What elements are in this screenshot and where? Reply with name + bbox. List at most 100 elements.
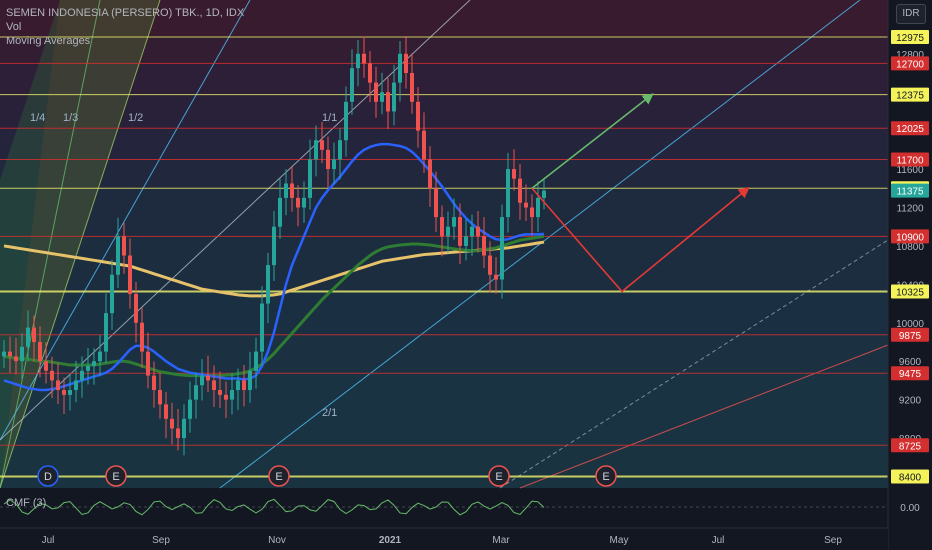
- candle-body: [494, 274, 498, 280]
- gann-fan-line: [0, 0, 251, 441]
- candle-body: [404, 53, 408, 74]
- time-axis[interactable]: Jul Sep Nov 2021 Mar May Jul Sep: [0, 527, 888, 550]
- time-tick-label: Mar: [492, 535, 510, 546]
- time-axis-background: [0, 528, 888, 550]
- moving-averages-legend[interactable]: Moving Averages: [6, 35, 91, 47]
- candlestick-series: [2, 36, 546, 456]
- price-tick-label: 9600: [899, 357, 922, 368]
- candle-body: [38, 341, 42, 362]
- chart-title: SEMEN INDONESIA (PERSERO) TBK., 1D, IDX: [6, 7, 245, 19]
- price-level-label: 12375: [896, 91, 924, 102]
- price-level-badge: [891, 327, 929, 342]
- candle-body: [2, 351, 6, 357]
- candle-body: [290, 183, 294, 198]
- price-level-label: 8400: [899, 472, 922, 483]
- price-level-badge: [891, 183, 929, 198]
- candle-body: [446, 226, 450, 237]
- candle-body: [314, 140, 318, 160]
- candle-body: [530, 207, 534, 218]
- gann-fan-label: 1/3: [63, 112, 78, 124]
- candle-body: [464, 236, 468, 246]
- candle-body: [482, 236, 486, 256]
- volume-legend[interactable]: Vol: [6, 21, 22, 33]
- gann-fan-label: 1/1: [322, 112, 337, 124]
- gann-box-bands: [0, 0, 888, 488]
- candle-body: [332, 159, 336, 170]
- candle-body: [338, 140, 342, 160]
- gann-fan-line: [0, 0, 101, 489]
- candle-body: [236, 380, 240, 391]
- candle-body: [284, 183, 288, 198]
- price-tick-label: 10800: [896, 242, 924, 253]
- price-level-label: 9875: [899, 331, 922, 342]
- event-marker: [105, 465, 127, 487]
- candle-body: [74, 380, 78, 391]
- candle-body: [500, 217, 504, 280]
- candle-body: [398, 53, 402, 83]
- price-tick-label: 12800: [896, 50, 924, 61]
- candle-body: [8, 351, 12, 357]
- candle-body: [68, 390, 72, 395]
- candle-body: [452, 217, 456, 227]
- candle-body: [182, 418, 186, 439]
- candle-body: [104, 313, 108, 352]
- event-marker-label: E: [112, 471, 119, 483]
- time-tick-label: Jul: [42, 535, 55, 546]
- candle-body: [224, 394, 228, 400]
- cmf-value-label: 0.00: [900, 503, 920, 514]
- price-band: [0, 63, 888, 95]
- candle-body: [518, 178, 522, 203]
- price-level-label: 10900: [896, 232, 924, 243]
- candle-body: [512, 169, 516, 179]
- candle-body: [368, 63, 372, 83]
- price-band: [0, 159, 888, 189]
- candle-body: [254, 351, 258, 371]
- gann-fan-line: [519, 344, 889, 489]
- candle-body: [26, 327, 30, 347]
- price-axis[interactable]: 1320012800124001200011600112001080010400…: [887, 0, 932, 550]
- candle-body: [188, 399, 192, 419]
- gann-fan-label: 1/2: [128, 112, 143, 124]
- candle-body: [98, 351, 102, 362]
- event-marker-label: E: [495, 471, 502, 483]
- candle-body: [44, 361, 48, 371]
- cmf-legend[interactable]: CMF (3): [6, 497, 47, 509]
- candle-body: [140, 322, 144, 352]
- candle-body: [296, 197, 300, 208]
- price-band: [0, 291, 888, 335]
- candle-body: [434, 188, 438, 218]
- time-tick-label: Sep: [152, 535, 170, 546]
- candle-body: [92, 361, 96, 366]
- event-marker-label: E: [602, 471, 609, 483]
- price-axis-background: [888, 0, 932, 550]
- currency-badge[interactable]: IDR: [896, 4, 926, 24]
- gann-fan-label: 1/4: [30, 112, 45, 124]
- projection-bear: [531, 186, 750, 293]
- candle-body: [476, 226, 480, 237]
- time-tick-label: Jul: [712, 535, 725, 546]
- candle-body: [146, 351, 150, 376]
- price-band: [0, 445, 888, 477]
- candle-body: [410, 73, 414, 102]
- candle-body: [122, 236, 126, 256]
- cmf-line: [3, 498, 545, 516]
- candle-body: [14, 356, 18, 362]
- candle-body: [524, 202, 528, 208]
- price-level-label: 9475: [899, 369, 922, 380]
- candle-body: [536, 197, 540, 218]
- candle-body: [374, 82, 378, 102]
- price-band: [0, 128, 888, 160]
- price-level-label: 12975: [896, 33, 924, 44]
- price-tick-label: 11600: [896, 165, 924, 176]
- candle-body: [176, 428, 180, 439]
- price-level-badge: [891, 229, 929, 244]
- candle-body: [260, 303, 264, 352]
- cmf-pane: [0, 490, 888, 528]
- price-level-badge: [891, 121, 929, 136]
- candle-body: [386, 92, 390, 112]
- price-band: [0, 476, 888, 488]
- candle-body: [242, 380, 246, 391]
- time-tick-label: May: [610, 535, 629, 546]
